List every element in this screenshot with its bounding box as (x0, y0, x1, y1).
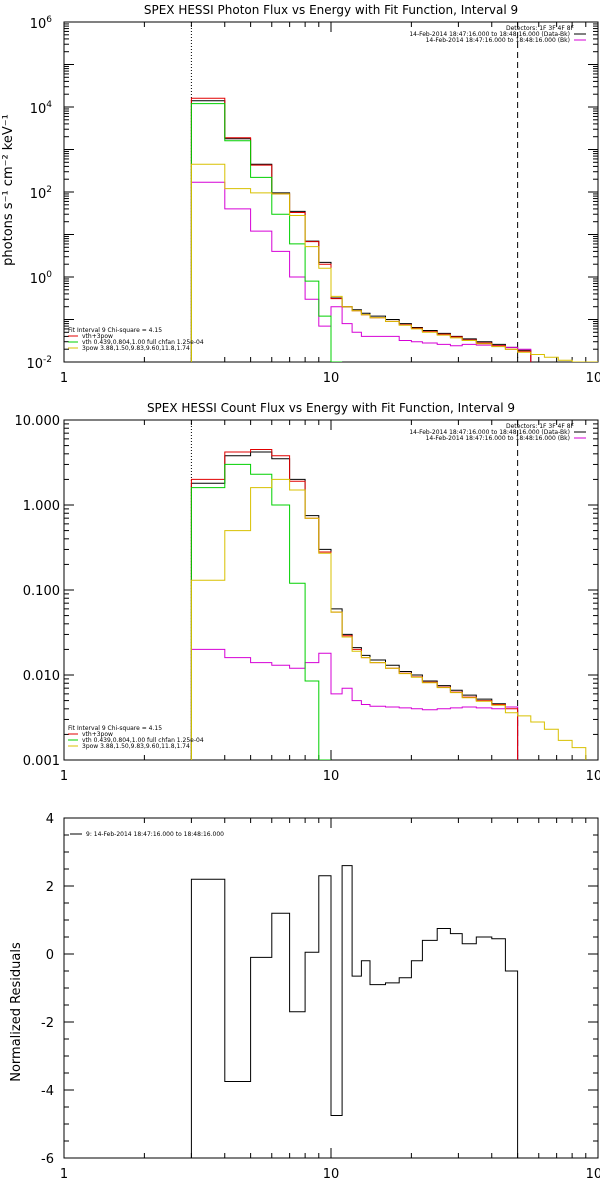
y-tick-label: 104 (30, 100, 53, 117)
y-tick-label: 102 (30, 185, 52, 202)
legend-fit-entry: vth 0.439,0.804,1.00 full chfan 1.25e-04 (82, 737, 204, 744)
photon-panel-title: SPEX HESSI Photon Flux vs Energy with Fi… (144, 3, 518, 17)
series-3pow (190, 478, 587, 760)
x-tick-label: 1 (60, 1167, 68, 1182)
x-tick-label: 100 (586, 1167, 600, 1182)
series-vth-3pow (190, 97, 532, 362)
residuals-y-axis-label: Normalized Residuals (9, 942, 24, 1082)
photon-flux-panel: SPEX HESSI Photon Flux vs Energy with Fi… (1, 3, 600, 386)
y-tick-label: 0 (46, 948, 54, 963)
series-vth-3pow (190, 449, 519, 760)
legend-fit-entry: vth+3pow (82, 333, 113, 340)
y-tick-label: 2 (46, 880, 54, 895)
legend-top-entry: 14-Feb-2014 18:47:16.000 to 18:48:16.000… (409, 429, 570, 436)
y-tick-label: 106 (30, 15, 53, 32)
y-tick-label: -2 (41, 1016, 54, 1031)
y-tick-label: -4 (41, 1084, 54, 1099)
series-vth (190, 463, 331, 760)
photon-y-axis-label: photons s⁻¹ cm⁻² keV⁻¹ (1, 114, 16, 266)
y-tick-label: 4 (46, 812, 54, 827)
legend-fit-title: Fit Interval 9 Chi-square = 4.15 (68, 327, 162, 334)
count-panel-title: SPEX HESSI Count Flux vs Energy with Fit… (147, 401, 515, 415)
y-tick-label: 1.000 (23, 499, 60, 514)
legend-fit-entry: vth 0.439,0.804,1.00 full chfan 1.25e-04 (82, 339, 204, 346)
y-tick-label: 0.100 (23, 584, 60, 599)
x-tick-label: 100 (586, 769, 600, 784)
legend-fit-entry: 3pow 3.88,1.50,9.83,9.60,11.8,1.74 (82, 345, 190, 352)
series-group (190, 865, 519, 1158)
x-tick-label: 10 (323, 769, 340, 784)
legend-top-entry: 14-Feb-2014 18:47:16.000 to 18:48:16.000… (426, 435, 570, 442)
legend-fit-title: Fit Interval 9 Chi-square = 4.15 (68, 725, 162, 732)
legend-residual-entry: 9: 14-Feb-2014 18:47:16.000 to 18:48:16.… (86, 831, 224, 838)
y-tick-label: -6 (41, 1152, 54, 1167)
legend-top-entry: 14-Feb-2014 18:47:16.000 to 18:48:16.000… (409, 31, 570, 38)
y-tick-label: 10.000 (15, 414, 61, 429)
residuals-panel: Normalized Residuals 1 10 100 -6 -4 -2 0 2 4 9: 1… (9, 812, 600, 1182)
legend-top-entry: Detectors: 1F 3F 4F 8F (506, 25, 575, 32)
series-residuals (190, 865, 519, 1158)
legend-fit-entry: vth+3pow (82, 731, 113, 738)
series-group (190, 97, 598, 362)
y-tick-label: 100 (30, 270, 53, 287)
x-tick-label: 1 (60, 769, 68, 784)
x-tick-label: 10 (323, 371, 340, 386)
y-tick-label: 0.010 (23, 669, 60, 684)
series-group (190, 449, 587, 760)
y-tick-label: 0.001 (23, 754, 60, 769)
x-tick-label: 1 (60, 371, 68, 386)
series-vth (190, 103, 343, 362)
legend-fit-entry: 3pow 3.88,1.50,9.83,9.60,11.8,1.74 (82, 743, 190, 750)
legend-top-entry: Detectors: 1F 3F 4F 8F (506, 423, 575, 430)
series-bk (190, 648, 519, 760)
series-3pow (190, 163, 598, 362)
y-tick-label: 10-2 (26, 355, 52, 372)
legend-top-entry: 14-Feb-2014 18:47:16.000 to 18:48:16.000… (426, 37, 570, 44)
series-bk (190, 181, 532, 362)
x-tick-label: 100 (586, 371, 600, 386)
series-data-bk (190, 100, 532, 362)
count-flux-panel: SPEX HESSI Count Flux vs Energy with Fit… (15, 401, 600, 784)
series-data-bk (190, 451, 519, 760)
x-tick-label: 10 (323, 1167, 340, 1182)
